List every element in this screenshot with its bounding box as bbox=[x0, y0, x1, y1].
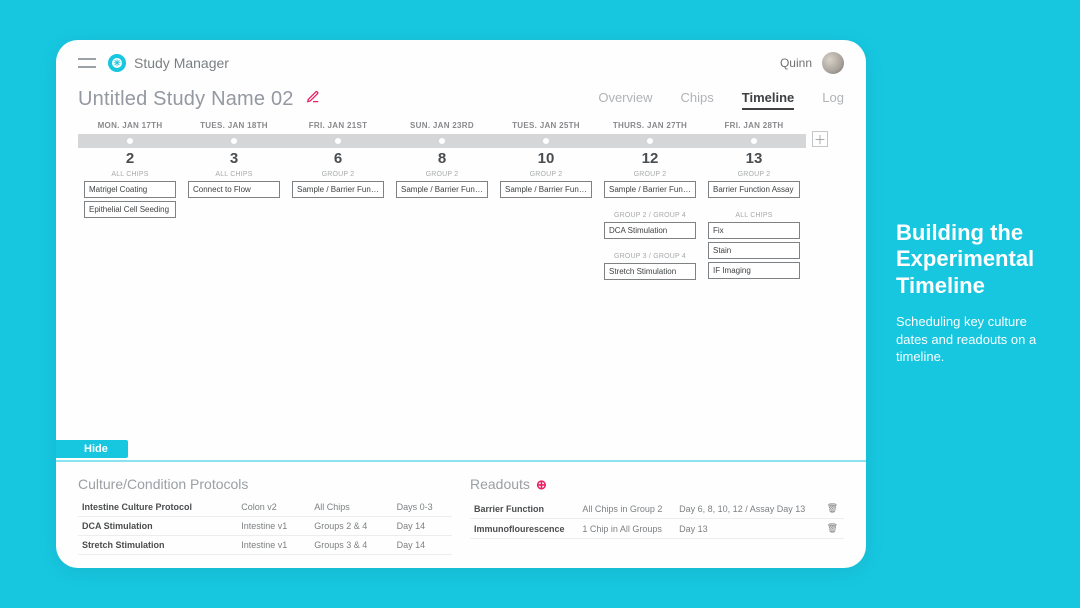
app-window: ✳ Study Manager Quinn Untitled Study Nam… bbox=[56, 40, 866, 568]
group-label: GROUP 2 bbox=[426, 171, 459, 178]
tab-timeline[interactable]: Timeline bbox=[742, 90, 795, 110]
avatar[interactable] bbox=[822, 52, 844, 74]
group-label: ALL CHIPS bbox=[111, 171, 148, 178]
bottom-panel: Culture/Condition Protocols Intestine Cu… bbox=[56, 468, 866, 555]
user-name[interactable]: Quinn bbox=[780, 56, 812, 70]
day-number: 10 bbox=[538, 150, 555, 167]
protocol-row[interactable]: Stretch StimulationIntestine v1Groups 3 … bbox=[78, 536, 452, 555]
readouts-heading: Readouts bbox=[470, 476, 530, 492]
timeline-task[interactable]: Barrier Function Assay bbox=[708, 181, 800, 198]
hide-panel-button[interactable]: Hide bbox=[56, 440, 128, 458]
group-label: ALL CHIPS bbox=[735, 212, 772, 219]
group-label: GROUP 2 / GROUP 4 bbox=[614, 212, 686, 219]
date-label: FRI. JAN 28TH bbox=[702, 121, 806, 130]
day-number: 6 bbox=[334, 150, 342, 167]
protocols-heading: Culture/Condition Protocols bbox=[78, 476, 452, 492]
tab-chips[interactable]: Chips bbox=[681, 90, 714, 110]
day-number: 8 bbox=[438, 150, 446, 167]
timeline-task[interactable]: Sample / Barrier Func... bbox=[500, 181, 592, 198]
day-number: 12 bbox=[642, 150, 659, 167]
tab-overview[interactable]: Overview bbox=[598, 90, 652, 110]
timeline-task[interactable]: IF Imaging bbox=[708, 262, 800, 279]
tab-log[interactable]: Log bbox=[822, 90, 844, 110]
readout-row[interactable]: Barrier FunctionAll Chips in Group 2Day … bbox=[470, 499, 844, 519]
app-title: Study Manager bbox=[134, 55, 229, 71]
date-label: SUN. JAN 23RD bbox=[390, 121, 494, 130]
caption-title: Building the Experimental Timeline bbox=[896, 220, 1056, 299]
protocol-row[interactable]: DCA StimulationIntestine v1Groups 2 & 4D… bbox=[78, 517, 452, 536]
delete-icon[interactable]: 🗑 bbox=[823, 499, 844, 519]
timeline-task[interactable]: Sample / Barrier Func... bbox=[396, 181, 488, 198]
readouts-panel: Readouts ⊕ Barrier FunctionAll Chips in G… bbox=[470, 476, 844, 555]
timeline-task[interactable]: Sample / Barrier Func... bbox=[292, 181, 384, 198]
study-header: Untitled Study Name 02 Overview Chips Ti… bbox=[56, 80, 866, 121]
day-number: 3 bbox=[230, 150, 238, 167]
date-label: TUES. JAN 25TH bbox=[494, 121, 598, 130]
group-label: GROUP 2 bbox=[738, 171, 771, 178]
app-logo-icon: ✳ bbox=[108, 54, 126, 72]
day-number: 2 bbox=[126, 150, 134, 167]
date-label: THURS. JAN 27TH bbox=[598, 121, 702, 130]
protocol-row[interactable]: Intestine Culture ProtocolColon v2All Ch… bbox=[78, 498, 452, 517]
timeline-task[interactable]: Epithelial Cell Seeding bbox=[84, 201, 176, 218]
timeline-task[interactable]: Stretch Stimulation bbox=[604, 263, 696, 280]
delete-icon[interactable]: 🗑 bbox=[823, 519, 844, 539]
group-label: GROUP 2 bbox=[634, 171, 667, 178]
timeline-task[interactable]: Stain bbox=[708, 242, 800, 259]
timeline: MON. JAN 17THTUES. JAN 18THFRI. JAN 21ST… bbox=[56, 121, 866, 362]
add-day-button[interactable]: ＋ bbox=[812, 131, 828, 147]
timeline-task[interactable]: Fix bbox=[708, 222, 800, 239]
panel-divider bbox=[56, 460, 866, 462]
day-number: 13 bbox=[746, 150, 763, 167]
date-label: FRI. JAN 21ST bbox=[286, 121, 390, 130]
slide-caption: Building the Experimental Timeline Sched… bbox=[896, 220, 1056, 366]
study-title: Untitled Study Name 02 bbox=[78, 88, 294, 111]
protocols-panel: Culture/Condition Protocols Intestine Cu… bbox=[78, 476, 452, 555]
menu-icon[interactable] bbox=[78, 58, 96, 68]
nav-tabs: Overview Chips Timeline Log bbox=[598, 90, 844, 110]
date-label: TUES. JAN 18TH bbox=[182, 121, 286, 130]
date-label: MON. JAN 17TH bbox=[78, 121, 182, 130]
readout-row[interactable]: Immunoflourescence1 Chip in All GroupsDa… bbox=[470, 519, 844, 539]
timeline-task[interactable]: Matrigel Coating bbox=[84, 181, 176, 198]
topbar: ✳ Study Manager Quinn bbox=[56, 40, 866, 80]
group-label: ALL CHIPS bbox=[215, 171, 252, 178]
add-readout-icon[interactable]: ⊕ bbox=[536, 477, 547, 492]
timeline-task[interactable]: Connect to Flow bbox=[188, 181, 280, 198]
group-label: GROUP 2 bbox=[530, 171, 563, 178]
edit-icon[interactable] bbox=[306, 90, 320, 109]
caption-body: Scheduling key culture dates and readout… bbox=[896, 313, 1056, 366]
timeline-task[interactable]: DCA Stimulation bbox=[604, 222, 696, 239]
group-label: GROUP 2 bbox=[322, 171, 355, 178]
timeline-task[interactable]: Sample / Barrier Func... bbox=[604, 181, 696, 198]
group-label: GROUP 3 / GROUP 4 bbox=[614, 253, 686, 260]
